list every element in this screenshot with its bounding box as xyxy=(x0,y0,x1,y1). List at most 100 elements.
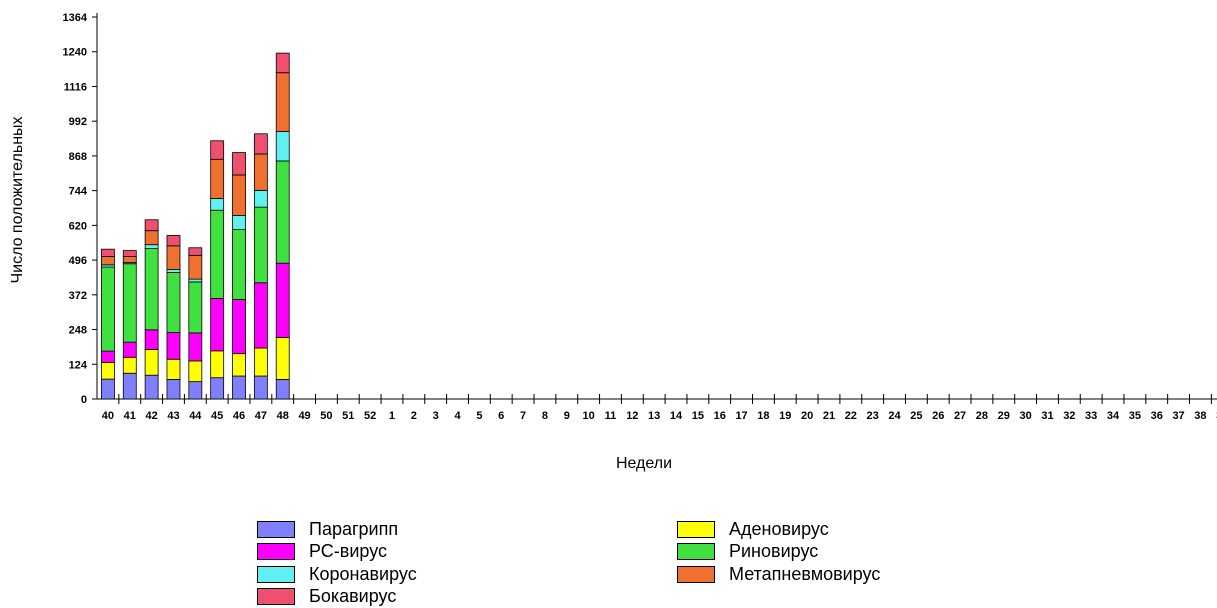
bar-segment xyxy=(275,131,290,162)
y-tick-label: 372 xyxy=(69,290,87,302)
bar-segment xyxy=(275,72,290,132)
bar-segment xyxy=(275,336,290,380)
bar-segment xyxy=(253,153,268,191)
bar-segment xyxy=(144,244,159,250)
x-tick-label: 30 xyxy=(1020,410,1032,422)
x-tick-label: 4 xyxy=(454,410,461,422)
bar-segment xyxy=(210,350,225,379)
x-tick-label: 3 xyxy=(433,410,439,422)
x-tick-label: 24 xyxy=(888,410,901,422)
y-axis-title: Число положительных xyxy=(9,116,26,283)
bar-segment xyxy=(210,158,225,199)
x-tick-label: 36 xyxy=(1151,410,1163,422)
y-tick-label: 496 xyxy=(69,255,87,267)
bar-segment xyxy=(275,160,290,264)
x-tick-label: 18 xyxy=(757,410,769,422)
bar-segment xyxy=(122,250,137,257)
x-tick-label: 2 xyxy=(411,410,417,422)
bars xyxy=(101,52,290,400)
y-tick-label: 1240 xyxy=(63,47,87,59)
x-tick-label: 17 xyxy=(735,410,747,422)
x-tick-labels: 40 41 42 43 44 45 46 47 48 49 50 51 52 1 2 3 4 5 6 7 8 9 10 11 1… xyxy=(102,410,1217,422)
bar-segment xyxy=(275,262,290,338)
bar-segment xyxy=(232,375,246,400)
bar-segment xyxy=(101,350,115,363)
x-tick-label: 13 xyxy=(648,410,660,422)
x-tick-label: 32 xyxy=(1063,410,1075,422)
bar-segment xyxy=(166,269,181,273)
bar-segment xyxy=(144,219,159,232)
bar-segment xyxy=(166,332,181,360)
bar-segment xyxy=(275,52,290,74)
bar-segment xyxy=(144,230,159,246)
y-tick-label: 124 xyxy=(69,359,88,371)
bar-segment xyxy=(144,248,159,331)
bar-segment xyxy=(253,282,268,349)
x-tick-label: 35 xyxy=(1129,410,1141,422)
bar-segment xyxy=(275,378,290,400)
x-tick-label: 49 xyxy=(298,410,310,422)
x-tick-label: 5 xyxy=(476,410,482,422)
bar-segment xyxy=(101,361,115,380)
x-tick-label: 20 xyxy=(801,410,813,422)
y-tick-label: 1116 xyxy=(64,81,87,93)
bar-segment xyxy=(144,374,159,400)
x-tick-label: 12 xyxy=(626,410,638,422)
bar-segment xyxy=(166,358,181,380)
bar-segment xyxy=(166,378,181,400)
y-tick-label: 992 xyxy=(69,116,87,128)
x-tick-label: 43 xyxy=(167,410,179,422)
x-tick-label: 38 xyxy=(1194,410,1206,422)
x-tick-label: 23 xyxy=(867,410,879,422)
bar-segment xyxy=(210,377,225,400)
x-tick-label: 8 xyxy=(542,410,548,422)
x-tick-label: 27 xyxy=(954,410,966,422)
x-tick-label: 41 xyxy=(124,410,136,422)
x-tick-label: 51 xyxy=(342,410,354,422)
bar-segment xyxy=(166,235,181,247)
x-tick-label: 44 xyxy=(189,410,202,422)
x-tick-label: 34 xyxy=(1107,410,1120,422)
y-tick-labels: 0 124 248 372 496 620 744 868 992 1116 1240 1364 xyxy=(63,12,88,406)
x-tick-label: 10 xyxy=(583,410,595,422)
bar-segment xyxy=(101,378,115,400)
bar-segment xyxy=(101,256,115,266)
x-tick-label: 16 xyxy=(714,410,726,422)
bar-segment xyxy=(122,256,137,264)
x-tick-label: 47 xyxy=(255,410,267,422)
x-tick-label: 28 xyxy=(976,410,988,422)
bar-segment xyxy=(232,174,246,216)
bar-segment xyxy=(101,266,115,352)
x-tick-label: 37 xyxy=(1172,410,1184,422)
x-tick-label: 19 xyxy=(779,410,791,422)
x-tick-label: 48 xyxy=(277,410,289,422)
y-tick-label: 1364 xyxy=(63,12,88,24)
x-tick-label: 1 xyxy=(389,410,395,422)
bar-segment xyxy=(232,353,246,377)
bar-segment xyxy=(188,360,203,383)
bar-segment xyxy=(232,299,246,355)
bar-segment xyxy=(122,356,137,374)
x-tick-label: 50 xyxy=(320,410,332,422)
bar-segment xyxy=(253,375,268,400)
x-tick-label: 26 xyxy=(932,410,944,422)
y-tick-label: 868 xyxy=(69,151,87,163)
bar-segment xyxy=(188,332,203,362)
bar-segment xyxy=(232,229,246,300)
x-tick-label: 21 xyxy=(823,410,835,422)
bar-segment xyxy=(144,329,159,350)
x-tick-label: 6 xyxy=(498,410,504,422)
y-tick-label: 0 xyxy=(81,394,87,406)
y-tick-label: 620 xyxy=(69,220,87,232)
bar-segment xyxy=(188,381,203,400)
x-tick-label: 31 xyxy=(1041,410,1053,422)
bar-segment xyxy=(253,206,268,284)
x-tick-label: 7 xyxy=(520,410,526,422)
bar-segment xyxy=(122,263,137,343)
bar-segment xyxy=(210,198,225,211)
x-tick-label: 14 xyxy=(670,410,683,422)
bar-segment xyxy=(122,372,137,400)
bar-segment xyxy=(188,281,203,334)
bar-segment xyxy=(253,347,268,377)
